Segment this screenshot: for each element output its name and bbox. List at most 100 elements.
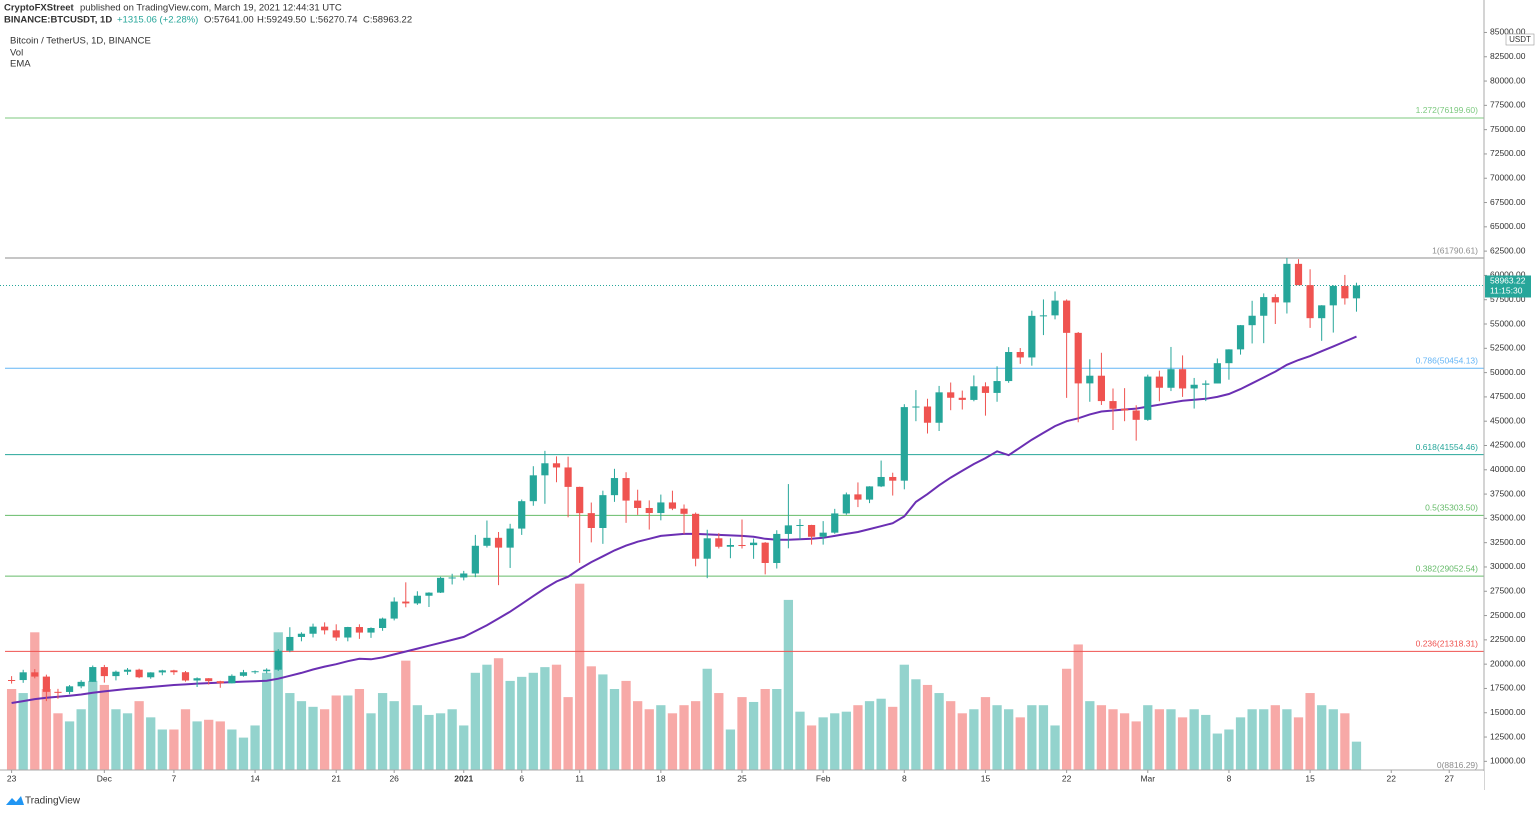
candle-body: [1074, 332, 1082, 384]
candle-body: [900, 407, 908, 481]
volume-bar: [470, 672, 480, 770]
candle-body: [1051, 300, 1059, 316]
candle-body: [831, 513, 839, 533]
y-tick-label: 77500.00: [1490, 100, 1526, 110]
volume-bar: [1305, 693, 1315, 770]
candle-body: [1120, 408, 1129, 411]
x-tick-label: 2021: [454, 773, 473, 783]
volume-bar: [354, 689, 365, 770]
y-tick-label: 35000.00: [1490, 513, 1526, 523]
y-tick-label: 42500.00: [1490, 440, 1526, 450]
volume-bar: [1328, 709, 1338, 770]
volume-bar: [1212, 733, 1222, 770]
volume-bar: [1004, 709, 1014, 770]
candle-body: [205, 678, 213, 682]
x-tick-label: 18: [656, 773, 666, 783]
volume-bar: [134, 701, 144, 770]
candle-body: [506, 528, 514, 548]
volume-bar: [633, 701, 643, 770]
volume-bar: [1154, 709, 1165, 770]
candle-body: [715, 538, 723, 547]
unit-label: USDT: [1509, 35, 1531, 44]
volume-bar: [598, 674, 608, 770]
candle-body: [819, 532, 827, 537]
candle-body: [1178, 369, 1187, 389]
candle-body: [912, 406, 920, 408]
legend-ema: EMA: [10, 59, 31, 70]
publisher: CryptoFXStreet: [4, 3, 75, 14]
x-tick-label: 8: [902, 773, 907, 783]
candle-body: [1202, 383, 1210, 385]
candle-body: [158, 670, 166, 673]
candle-body: [807, 524, 816, 537]
x-tick-label: 21: [331, 773, 341, 783]
change: +1315.06 (+2.28%): [117, 15, 198, 26]
y-tick-label: 50000.00: [1490, 367, 1526, 377]
y-tick-label: 20000.00: [1490, 658, 1526, 668]
candle-body: [42, 676, 50, 692]
candle-body: [1167, 369, 1175, 388]
candle-body: [622, 478, 630, 501]
volume-bar: [980, 697, 991, 770]
volume-bar: [111, 709, 121, 770]
candle-body: [541, 463, 549, 476]
last-price-tag: [1485, 275, 1531, 298]
y-tick-label: 67500.00: [1490, 197, 1526, 207]
volume-bar: [795, 711, 805, 770]
candle-body: [286, 636, 294, 651]
volume-bar: [609, 689, 620, 770]
volume-bar: [586, 666, 596, 770]
y-tick-label: 32500.00: [1490, 537, 1526, 547]
candle-body: [552, 463, 561, 468]
candle-body: [657, 502, 665, 514]
volume-bar: [1166, 709, 1176, 770]
x-tick-label: 15: [981, 773, 991, 783]
y-tick-label: 80000.00: [1490, 75, 1526, 85]
volume-bar: [1259, 709, 1269, 770]
volume-bar: [1119, 713, 1130, 770]
candle-body: [402, 601, 410, 604]
volume-bar: [99, 684, 109, 770]
candle-body: [796, 524, 804, 526]
candle-body: [610, 478, 619, 496]
y-tick-label: 72500.00: [1490, 148, 1526, 158]
candle-body: [216, 681, 224, 684]
y-tick-label: 45000.00: [1490, 415, 1526, 425]
volume-bar: [1247, 709, 1257, 770]
volume-bar: [401, 660, 411, 770]
candle-body: [135, 669, 143, 678]
candle-body: [1005, 351, 1013, 382]
volume-bar: [656, 705, 666, 770]
candle-body: [958, 397, 966, 400]
volume-bar: [551, 664, 562, 770]
y-tick-label: 52500.00: [1490, 343, 1526, 353]
volume-bar: [366, 713, 376, 770]
candle-body: [634, 500, 642, 508]
volume-bar: [563, 697, 573, 770]
candle-body: [123, 669, 132, 672]
volume-bar: [64, 721, 75, 770]
x-tick-label: 22: [1062, 773, 1072, 783]
candle-body: [784, 525, 792, 534]
legend-vol: Vol: [10, 48, 23, 59]
y-tick-label: 12500.00: [1490, 731, 1526, 741]
candle-body: [889, 476, 897, 481]
candle-body: [344, 627, 352, 638]
volume-bar: [714, 693, 724, 770]
candle-body: [761, 542, 769, 563]
y-tick-label: 27500.00: [1490, 586, 1526, 596]
volume-bar: [957, 713, 967, 770]
y-tick-label: 55000.00: [1490, 318, 1526, 328]
candle-body: [1190, 384, 1198, 389]
fib-label: 1.272(76199.60): [1416, 105, 1479, 115]
volume-bar: [644, 709, 654, 770]
candle-body: [100, 667, 108, 677]
candle-body: [1248, 315, 1256, 326]
time-axis-bg: [0, 771, 1484, 790]
volume-bar: [192, 721, 202, 770]
candle-body: [564, 467, 572, 487]
candle-body: [576, 486, 584, 514]
candle-body: [436, 577, 445, 593]
fib-label: 0.236(21318.31): [1416, 639, 1479, 649]
volume-bar: [922, 684, 933, 770]
